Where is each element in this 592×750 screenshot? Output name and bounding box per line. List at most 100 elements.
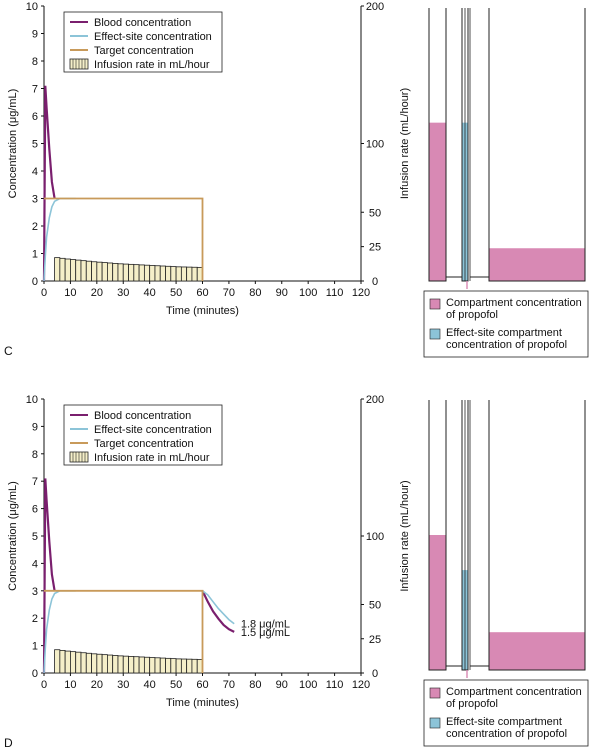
- compartment-legend-label: Effect-site compartment: [446, 327, 562, 339]
- infusion-bar: [54, 649, 61, 674]
- compartment-legend-label: Effect-site compartment: [446, 716, 562, 728]
- left-tick-label: 6: [32, 504, 38, 516]
- left-tick-label: 1: [32, 249, 38, 261]
- series-line-blood: [42, 85, 56, 282]
- chart-legend: Blood concentration Effect-site concentra…: [63, 11, 223, 73]
- x-tick-label: 80: [249, 679, 261, 691]
- infusion-bar: [180, 658, 188, 674]
- compartment-legend-label: of propofol: [446, 309, 498, 321]
- infusion-bar: [143, 656, 151, 674]
- x-tick-label: 20: [91, 287, 103, 299]
- compartment-legend-swatch: [429, 717, 441, 729]
- infusion-bar: [80, 652, 87, 674]
- infusion-bar: [191, 658, 198, 674]
- infusion-bar: [117, 263, 124, 282]
- compartment-legend-swatch: [429, 298, 441, 310]
- legend-label: Target concentration: [94, 438, 194, 450]
- infusion-bar: [143, 264, 151, 282]
- x-tick-label: 110: [326, 287, 344, 299]
- infusion-bar: [101, 654, 108, 674]
- infusion-bar: [122, 655, 129, 674]
- infusion-bar: [128, 656, 135, 674]
- left-tick-label: 5: [32, 139, 38, 151]
- compartment-legend-swatch: [429, 687, 441, 699]
- infusion-bar: [133, 656, 140, 674]
- infusion-bar: [101, 262, 108, 282]
- right-tick-label: 200: [366, 394, 384, 406]
- x-tick-label: 40: [144, 679, 156, 691]
- right-tick-label: 50: [369, 600, 381, 612]
- infusion-bar: [117, 655, 124, 674]
- right-axis-label: Infusion rate (mL/hour): [399, 480, 411, 591]
- infusion-bar: [149, 657, 156, 674]
- infusion-bars: [54, 257, 203, 282]
- infusion-bar: [159, 657, 166, 674]
- infusion-bar: [91, 653, 98, 674]
- central-compartment-outline: [428, 400, 447, 671]
- compartment-legend-label: of propofol: [446, 698, 498, 710]
- compartment-legend-box: [423, 290, 589, 358]
- series-line-target: [44, 197, 204, 281]
- infusion-bar: [70, 651, 77, 674]
- x-tick-label: 70: [223, 287, 235, 299]
- infusion-bar: [159, 265, 166, 282]
- infusion-bar: [70, 259, 77, 282]
- left-tick-label: 9: [32, 29, 38, 41]
- legend-label: Effect-site concentration: [94, 424, 212, 436]
- compartment-legend-label: Compartment concentration: [446, 686, 582, 698]
- right-tick-label: 50: [369, 207, 381, 219]
- x-tick-label: 10: [64, 679, 76, 691]
- central-compartment-fill: [429, 122, 446, 281]
- x-tick-label: 100: [299, 287, 317, 299]
- infusion-bar: [96, 653, 103, 674]
- legend-label: Blood concentration: [94, 410, 191, 422]
- infusion-bar: [64, 650, 71, 674]
- chart-legend: Blood concentration Effect-site concentra…: [63, 404, 223, 466]
- left-axis-label: Concentration (μg/mL): [7, 481, 19, 591]
- left-tick-label: 7: [32, 84, 38, 96]
- infusion-bar: [107, 262, 114, 282]
- right-tick-label: 25: [369, 634, 381, 646]
- x-tick-label: 50: [170, 679, 182, 691]
- right-axis-label: Infusion rate (mL/hour): [399, 88, 411, 199]
- x-tick-label: 60: [196, 679, 208, 691]
- compartment-diagram-d: [428, 400, 586, 678]
- infusion-bar: [175, 658, 182, 674]
- left-tick-label: 10: [26, 1, 38, 13]
- x-tick-label: 100: [299, 679, 317, 691]
- legend-label: Infusion rate in mL/hour: [94, 59, 210, 71]
- right-tick-label: 25: [369, 242, 381, 254]
- central-compartment-fill: [429, 535, 446, 670]
- left-tick-label: 2: [32, 613, 38, 625]
- infusion-bar: [149, 265, 156, 282]
- infusion-bar: [80, 260, 87, 282]
- left-tick-label: 8: [32, 449, 38, 461]
- infusion-bar: [85, 260, 92, 282]
- panel-label-d: D: [4, 736, 13, 750]
- infusion-bar: [191, 266, 198, 282]
- legend-label: Target concentration: [94, 45, 194, 57]
- x-tick-label: 110: [326, 679, 344, 691]
- infusion-bar: [186, 266, 193, 282]
- compartment-legend-label: concentration of propofol: [446, 728, 567, 740]
- left-tick-label: 3: [32, 586, 38, 598]
- x-tick-label: 50: [170, 287, 182, 299]
- right-tick-label: 0: [372, 276, 378, 288]
- compartment-legend-swatch: [429, 328, 441, 340]
- x-tick-label: 80: [249, 287, 261, 299]
- infusion-bar: [170, 266, 177, 282]
- panel-label-c: C: [4, 344, 13, 358]
- right-tick-label: 100: [366, 531, 384, 543]
- infusion-bar: [112, 655, 119, 674]
- x-axis-label: Time (minutes): [166, 305, 239, 317]
- left-tick-label: 5: [32, 531, 38, 543]
- x-tick-label: 0: [41, 287, 47, 299]
- compartment-legend-label: Compartment concentration: [446, 297, 582, 309]
- infusion-bar: [85, 652, 92, 674]
- series-line-target: [44, 589, 204, 673]
- infusion-bar: [138, 656, 145, 674]
- left-tick-label: 8: [32, 56, 38, 68]
- infusion-bar: [75, 651, 82, 674]
- infusion-bar: [186, 658, 193, 674]
